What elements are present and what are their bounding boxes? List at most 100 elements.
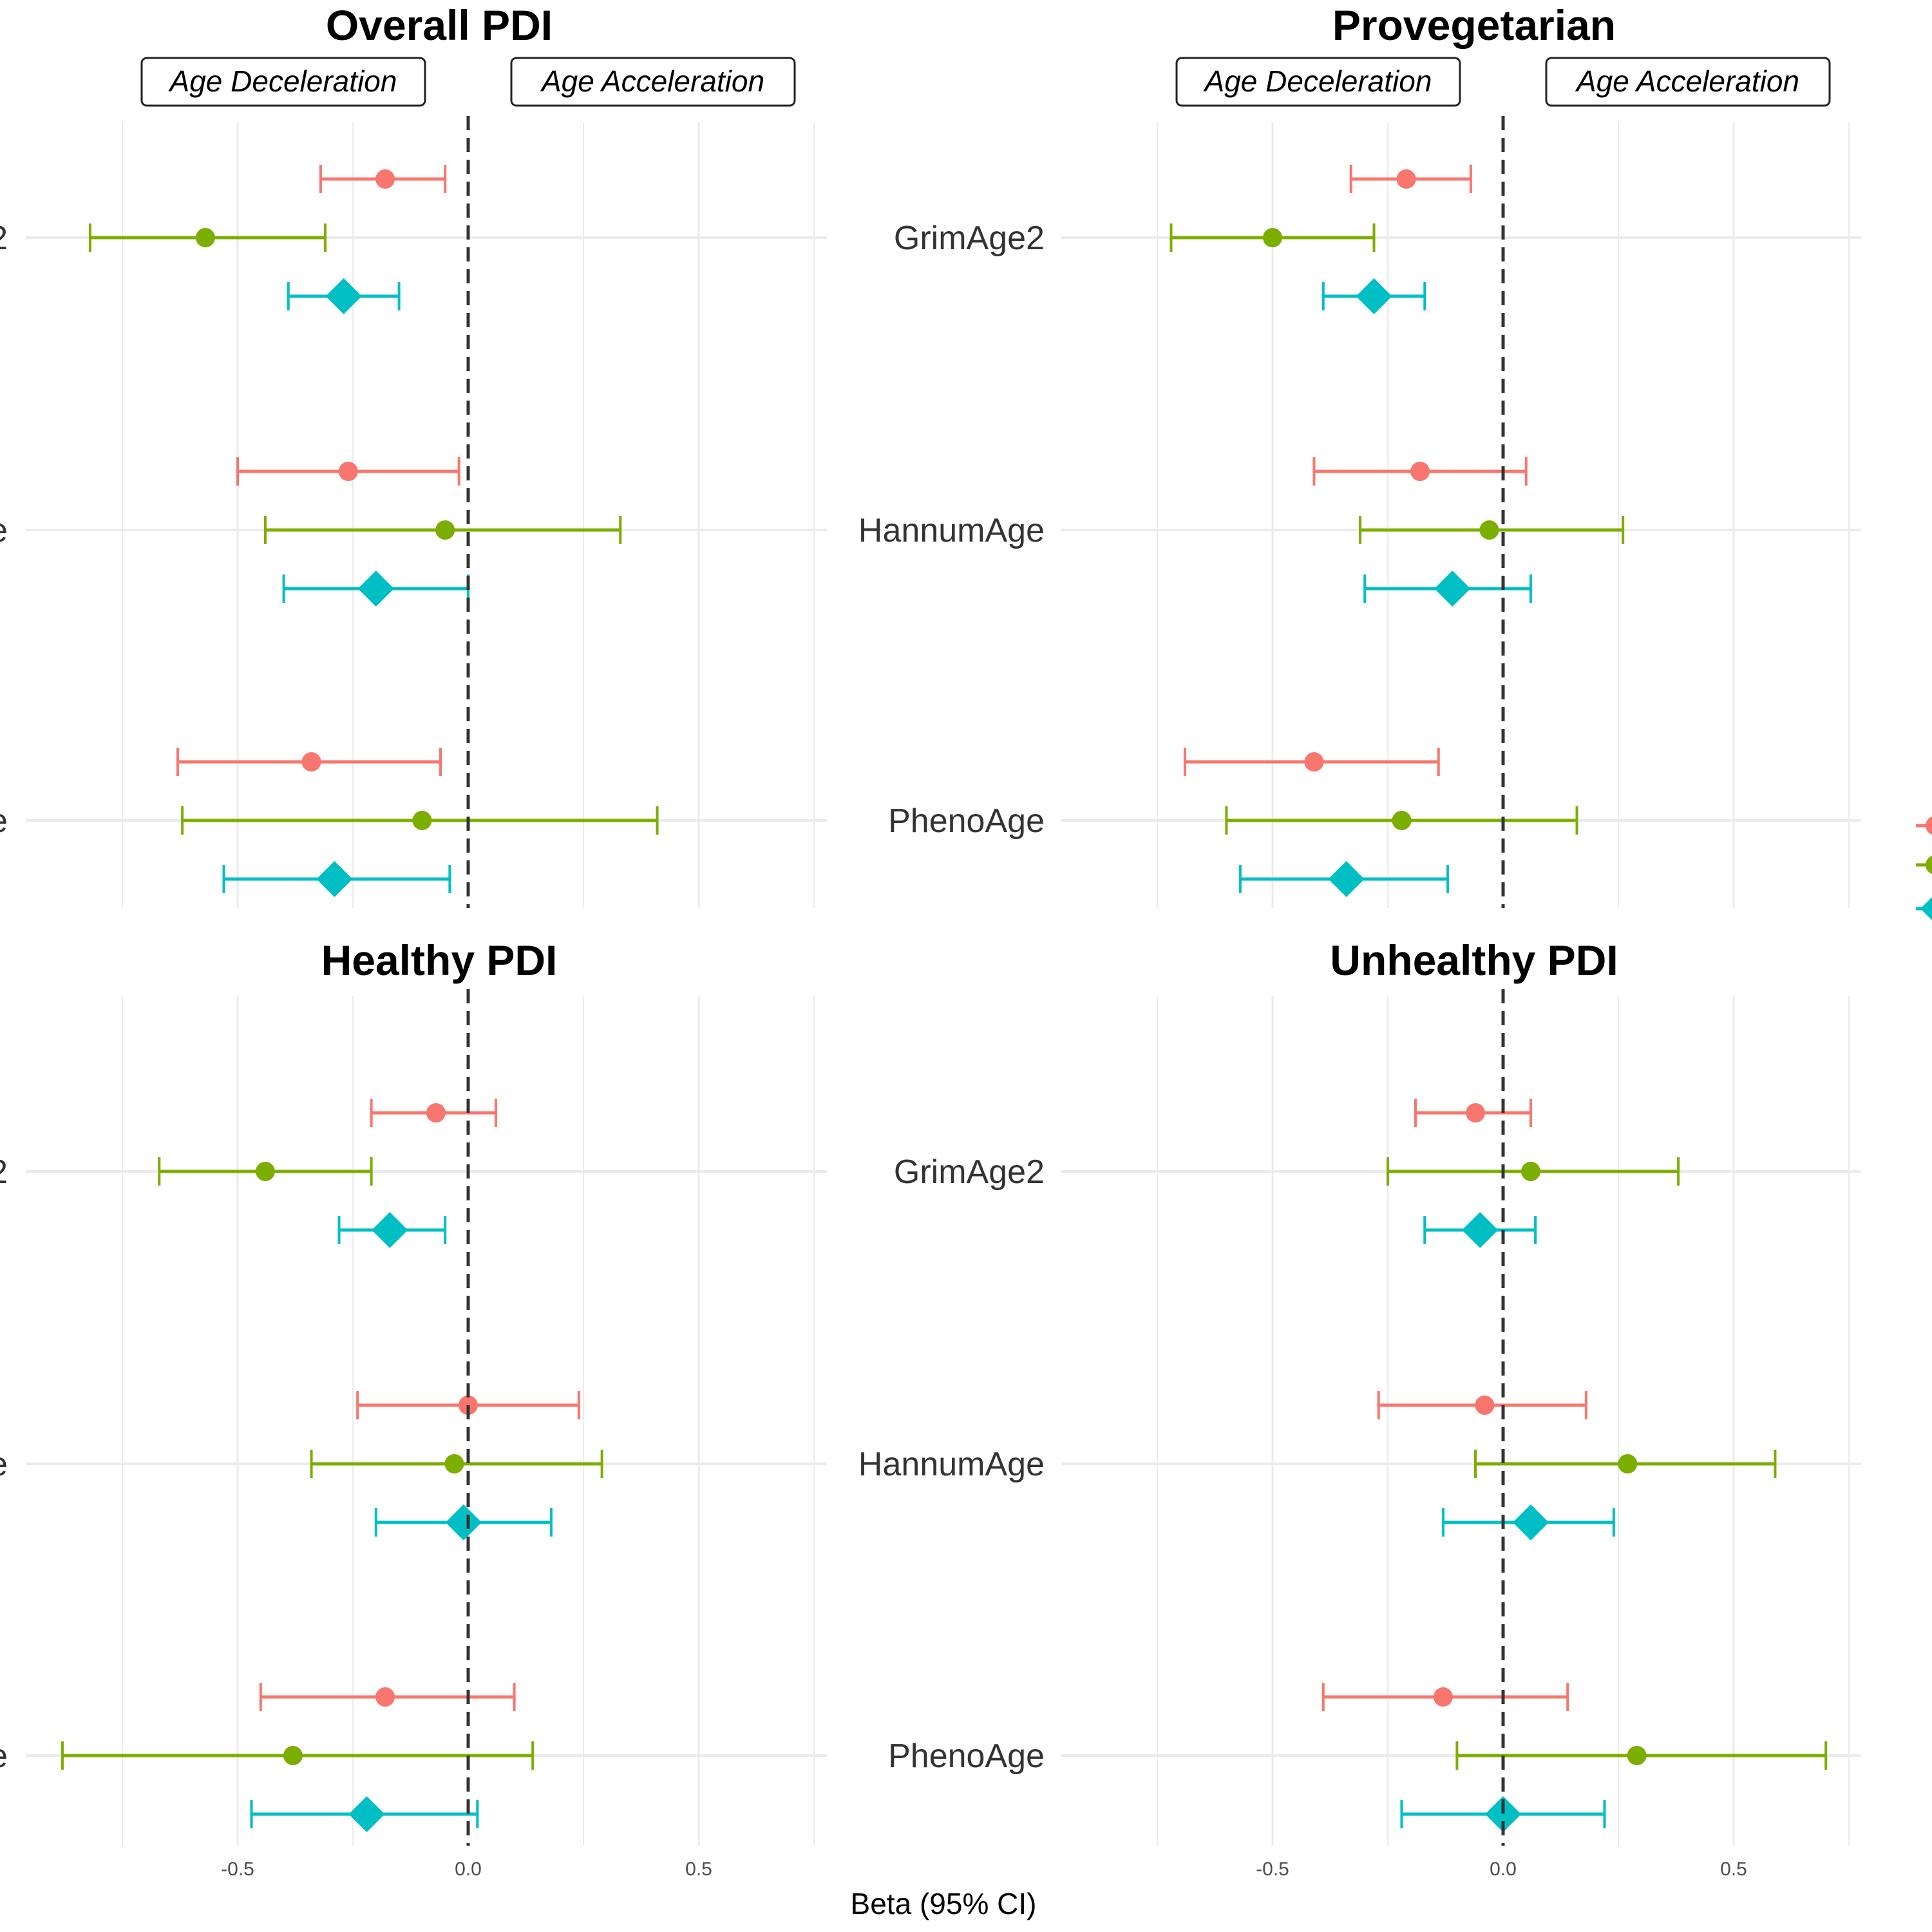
annotation-age-acceleration-box <box>510 57 796 107</box>
y-tick-label: PhenoAge <box>888 802 1045 840</box>
annotation-age-deceleration-box <box>140 57 426 107</box>
estimate-grimage2-s2 <box>1170 223 1376 252</box>
estimate-grimage2-s3 <box>287 278 401 314</box>
estimate-grimage2-s2 <box>158 1157 373 1186</box>
point-estimate-circle <box>283 1746 303 1765</box>
y-tick-label: HannumAge <box>858 512 1045 549</box>
annotation-age-deceleration-box <box>1175 57 1461 107</box>
y-tick-label: PhenoAge <box>888 1738 1045 1775</box>
legend-diamond <box>1920 897 1932 920</box>
point-estimate-diamond <box>357 571 394 607</box>
panel-title: Overall PDI <box>326 1 553 49</box>
point-estimate-circle <box>1396 169 1416 189</box>
annotation-age-acceleration-box <box>1545 57 1831 107</box>
point-estimate-circle <box>255 1162 275 1181</box>
point-estimate-diamond <box>445 1504 482 1540</box>
point-estimate-circle <box>195 228 215 247</box>
point-estimate-circle <box>1479 520 1499 540</box>
annotation-age-deceleration-label: Age Deceleration <box>168 64 397 98</box>
point-estimate-circle <box>1410 462 1430 481</box>
point-estimate-circle <box>338 462 358 481</box>
x-tick-label: -0.5 <box>221 1859 254 1880</box>
estimate-hannumage-s1 <box>1312 457 1528 486</box>
point-estimate-diamond <box>1434 571 1471 607</box>
point-estimate-circle <box>1304 752 1324 772</box>
panel-title: Unhealthy PDI <box>1330 936 1618 984</box>
estimate-hannumage-s3 <box>1441 1504 1615 1540</box>
panel-provegetarian: Provegetarian Age Deceleration Age Acceler… <box>858 1 1861 908</box>
estimate-grimage2-s3 <box>1423 1212 1537 1248</box>
estimate-hannumage-s2 <box>263 516 622 544</box>
annotation-age-deceleration-label: Age Deceleration <box>1203 64 1432 98</box>
y-tick-label: GrimAge2 <box>0 1153 8 1191</box>
panel-unhealthy-pdi: Unhealthy PDI GrimAge2 HannumAge PhenoAge -0… <box>858 936 1861 1880</box>
estimate-phenoage-s2 <box>1455 1741 1828 1770</box>
estimate-hannumage-s2 <box>310 1450 603 1478</box>
point-estimate-circle <box>1263 228 1282 247</box>
point-estimate-circle <box>444 1454 464 1473</box>
x-tick-label: 0.0 <box>1490 1859 1517 1880</box>
estimate-grimage2-s2 <box>1387 1157 1680 1186</box>
legend-key-s1 <box>1916 816 1932 835</box>
estimate-hannumage-s1 <box>236 457 460 486</box>
point-estimate-circle <box>1475 1396 1495 1415</box>
x-tick-label: 0.5 <box>685 1859 712 1880</box>
point-estimate-diamond <box>1485 1796 1521 1832</box>
panel-title: Healthy PDI <box>321 936 558 984</box>
point-estimate-circle <box>375 169 395 189</box>
point-estimate-diamond <box>325 278 362 314</box>
point-estimate-circle <box>1433 1687 1453 1707</box>
point-estimate-diamond <box>1328 861 1365 897</box>
estimate-phenoage-s2 <box>1225 806 1578 835</box>
point-estimate-diamond <box>348 1796 385 1832</box>
estimate-phenoage-s2 <box>61 1741 535 1770</box>
x-axis-label: Beta (95% CI) <box>851 1887 1037 1920</box>
panel-healthy-pdi: Healthy PDI GrimAge2 HannumAge PhenoAge -0.5… <box>0 936 827 1880</box>
panel-overall-pdi: Overall PDI Age Deceleration Age Accelerat… <box>0 1 827 908</box>
x-tick-label: 0.0 <box>455 1859 482 1880</box>
legend-key-s3 <box>1916 897 1932 920</box>
point-estimate-circle <box>426 1103 446 1122</box>
estimate-phenoage-s1 <box>259 1683 516 1711</box>
estimate-phenoage-s1 <box>1183 748 1440 776</box>
estimate-hannumage-s3 <box>374 1504 553 1540</box>
estimate-hannumage-s2 <box>1359 516 1625 544</box>
point-estimate-diamond <box>372 1212 408 1248</box>
estimate-phenoage-s3 <box>1238 861 1450 897</box>
y-tick-label: HannumAge <box>0 1446 8 1483</box>
legend-circle <box>1926 855 1932 875</box>
annotation-age-acceleration-label: Age Acceleration <box>540 64 764 98</box>
y-tick-label: GrimAge2 <box>0 220 8 257</box>
estimate-hannumage-s3 <box>1363 571 1532 607</box>
estimate-grimage2-s1 <box>1414 1099 1532 1127</box>
point-estimate-circle <box>375 1687 395 1707</box>
estimate-grimage2-s2 <box>88 223 327 252</box>
y-tick-label: PhenoAge <box>0 1738 8 1775</box>
point-estimate-diamond <box>316 861 353 897</box>
estimate-phenoage-s1 <box>176 748 442 776</box>
estimate-grimage2-s3 <box>1321 278 1426 314</box>
panels: Overall PDI Age Deceleration Age Accelerat… <box>0 1 1861 1880</box>
legend-key-s2 <box>1916 855 1932 875</box>
point-estimate-circle <box>1466 1103 1486 1122</box>
estimate-grimage2-s1 <box>1349 165 1472 193</box>
point-estimate-circle <box>1618 1454 1638 1473</box>
estimate-phenoage-s2 <box>181 806 659 835</box>
x-tick-label: 0.5 <box>1720 1859 1747 1880</box>
point-estimate-circle <box>1392 811 1412 830</box>
legend <box>1916 816 1932 920</box>
estimate-hannumage-s1 <box>1377 1391 1587 1419</box>
x-tick-label: -0.5 <box>1256 1859 1289 1880</box>
point-estimate-diamond <box>1462 1212 1499 1248</box>
estimate-grimage2-s1 <box>319 165 447 193</box>
point-estimate-circle <box>412 811 432 830</box>
legend-circle <box>1926 816 1932 835</box>
estimate-hannumage-s2 <box>1474 1450 1777 1478</box>
estimate-phenoage-s3 <box>1400 1796 1606 1832</box>
point-estimate-circle <box>1627 1746 1647 1765</box>
estimate-hannumage-s3 <box>282 571 469 607</box>
estimate-grimage2-s3 <box>337 1212 447 1248</box>
y-tick-label: HannumAge <box>858 1446 1045 1483</box>
point-estimate-diamond <box>1356 278 1392 314</box>
point-estimate-circle <box>435 520 455 540</box>
